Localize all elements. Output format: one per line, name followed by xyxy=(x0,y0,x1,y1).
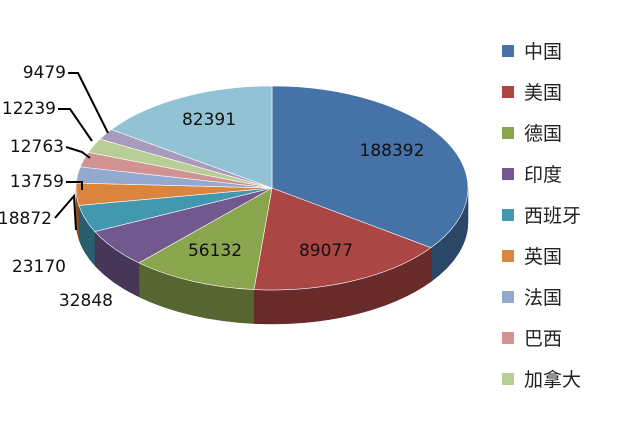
leader-line-8 xyxy=(58,108,93,142)
data-label-2: 56132 xyxy=(188,241,242,261)
legend-item-7: 巴西 xyxy=(502,317,622,358)
legend-item-8: 加拿大 xyxy=(502,358,622,399)
legend-item-2: 德国 xyxy=(502,112,622,153)
data-label-7: 12763 xyxy=(10,137,64,157)
legend-label-3: 印度 xyxy=(524,164,563,186)
legend-label-7: 巴西 xyxy=(524,328,563,350)
legend-swatch-1 xyxy=(502,85,514,98)
legend-swatch-5 xyxy=(502,249,514,262)
legend-swatch-0 xyxy=(502,44,514,57)
legend-swatch-3 xyxy=(502,167,514,180)
data-label-1: 89077 xyxy=(299,241,353,261)
legend-label-2: 德国 xyxy=(524,123,563,145)
legend-label-6: 法国 xyxy=(524,287,563,309)
legend-swatch-7 xyxy=(502,331,514,344)
legend-item-0: 中国 xyxy=(502,30,622,71)
legend-swatch-8 xyxy=(502,372,514,385)
legend-label-5: 英国 xyxy=(524,246,563,268)
legend-label-1: 美国 xyxy=(524,82,563,104)
leader-line-6 xyxy=(66,181,83,190)
data-label-5: 18872 xyxy=(0,209,52,229)
legend-item-5: 英国 xyxy=(502,235,622,276)
pie-slice-2 xyxy=(138,187,273,290)
data-label-8: 12239 xyxy=(2,99,56,119)
legend-item-3: 印度 xyxy=(502,153,622,194)
data-label-0: 188392 xyxy=(360,141,425,161)
pie-slice-10 xyxy=(110,85,273,189)
legend-swatch-4 xyxy=(502,208,514,221)
data-label-9: 9479 xyxy=(23,63,66,83)
legend-swatch-2 xyxy=(502,126,514,139)
pie-slice-0 xyxy=(271,85,469,249)
pie-slice-1 xyxy=(253,187,432,291)
data-label-10: 82391 xyxy=(182,110,236,130)
legend-label-0: 中国 xyxy=(524,41,563,63)
leader-line-9 xyxy=(68,72,109,134)
legend-item-4: 西班牙 xyxy=(502,194,622,235)
data-label-3: 32848 xyxy=(59,291,113,311)
legend-label-8: 加拿大 xyxy=(524,369,582,391)
leader-line-5 xyxy=(54,193,77,231)
leader-line-7 xyxy=(65,146,91,159)
legend-swatch-6 xyxy=(502,290,514,303)
data-label-6: 13759 xyxy=(10,172,64,192)
legend-label-4: 西班牙 xyxy=(524,205,582,227)
data-label-4: 23170 xyxy=(12,257,66,277)
legend-item-1: 美国 xyxy=(502,71,622,112)
legend-item-6: 法国 xyxy=(502,276,622,317)
chart-legend: 中国美国德国印度西班牙英国法国巴西加拿大 xyxy=(502,30,622,399)
